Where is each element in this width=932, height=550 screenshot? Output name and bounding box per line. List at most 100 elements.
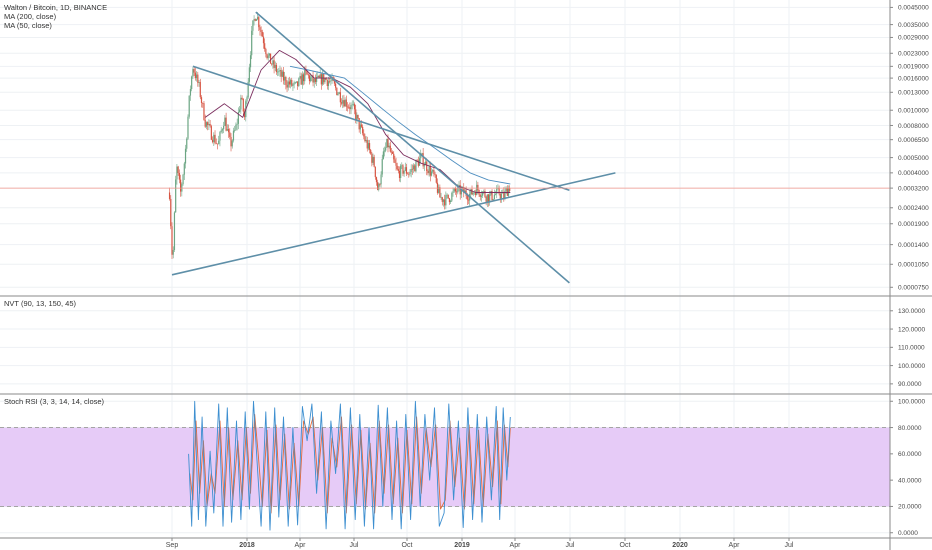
- candle-body: [203, 103, 205, 120]
- candle-body: [367, 143, 370, 149]
- candle-body: [199, 82, 201, 98]
- candle-body: [180, 179, 182, 192]
- candle-body: [220, 130, 222, 133]
- price-axis-labels: 0.0045000 0.0035000 0.0029000 0.0023000 0.00…: [890, 5, 929, 292]
- candle-body: [291, 79, 293, 86]
- candle-body: [363, 133, 365, 137]
- price-tick-label: 0.0035000: [898, 22, 929, 29]
- time-tick-label: 2019: [454, 542, 470, 549]
- candle-body: [183, 163, 185, 175]
- candle-body: [351, 104, 353, 106]
- candle-body: [446, 194, 448, 196]
- nvt-tick-label: 130.0000: [898, 308, 925, 315]
- candle-body: [193, 69, 195, 73]
- moving-averages: [204, 49, 511, 193]
- candle-body: [457, 186, 459, 193]
- candle-body: [352, 104, 355, 105]
- candle-body: [394, 159, 396, 163]
- candle-body: [310, 77, 312, 82]
- candle-body: [224, 117, 226, 126]
- candle-body: [221, 129, 224, 131]
- candle-body: [254, 19, 256, 21]
- rsi-tick-label: 60.0000: [898, 451, 922, 458]
- time-tick-label: 2018: [239, 542, 255, 549]
- nvt-axis-labels: 130.0000 120.0000 110.0000 100.0000 90.0000: [890, 308, 925, 388]
- candle-body: [242, 99, 244, 112]
- candle-body: [401, 165, 403, 166]
- candle-body: [493, 194, 495, 200]
- candle-body: [267, 55, 269, 59]
- candle-body: [271, 63, 273, 65]
- trendlines: [171, 11, 616, 284]
- candle-body: [424, 161, 427, 166]
- candle-body: [234, 129, 236, 131]
- candle-body: [414, 165, 416, 172]
- candle-body: [496, 188, 498, 195]
- candle-body: [441, 197, 443, 202]
- candle-body: [329, 81, 331, 82]
- candle-body: [336, 87, 338, 95]
- candle-body: [297, 81, 299, 87]
- price-pane: Walton / Bitcoin, 1D, BINANCE MA (200, c…: [0, 3, 929, 292]
- candle-body: [317, 75, 319, 77]
- candle-body: [337, 93, 339, 95]
- candle-body: [458, 185, 460, 187]
- candle-body: [301, 74, 303, 85]
- candle-body: [385, 147, 387, 151]
- ma50-legend: MA (50, close): [4, 21, 52, 30]
- candle-body: [509, 187, 511, 192]
- candle-body: [288, 81, 290, 85]
- candle-body: [378, 184, 380, 190]
- price-tick-label: 0.0006500: [898, 137, 929, 144]
- candle-body: [494, 194, 497, 195]
- candle-body: [262, 36, 265, 44]
- candle-body: [445, 195, 447, 206]
- candle-body: [231, 140, 233, 147]
- candle-body: [194, 72, 196, 79]
- candle-body: [192, 69, 194, 77]
- price-tick-label: 0.0001050: [898, 262, 929, 269]
- candle-body: [454, 188, 457, 192]
- candle-body: [211, 139, 214, 143]
- price-tick-label: 0.0003200: [898, 185, 929, 192]
- candle-body: [342, 100, 344, 104]
- rsi-tick-label: 100.0000: [898, 399, 925, 406]
- candle-body: [320, 74, 322, 85]
- candle-body: [463, 187, 465, 194]
- candle-body: [278, 71, 280, 72]
- candle-body: [428, 166, 430, 174]
- rsi-tick-label: 40.0000: [898, 477, 922, 484]
- candle-body: [406, 173, 409, 175]
- price-tick-label: 0.0019000: [898, 64, 929, 71]
- candle-body: [439, 187, 441, 198]
- nvt-tick-label: 110.0000: [898, 345, 925, 352]
- candle-body: [398, 170, 401, 178]
- candle-body: [292, 84, 294, 86]
- candle-body: [232, 130, 235, 141]
- candle-body: [247, 81, 249, 98]
- candle-body: [506, 188, 508, 196]
- candle-body: [400, 165, 402, 178]
- candle-body: [260, 29, 262, 32]
- candle-body: [258, 17, 260, 28]
- candle-body: [225, 117, 227, 131]
- price-tick-label: 0.0013000: [898, 90, 929, 97]
- candle-body: [186, 138, 188, 149]
- candle-body: [204, 119, 206, 127]
- candle-body: [170, 198, 172, 227]
- candle-body: [266, 54, 268, 59]
- candle-body: [388, 145, 390, 148]
- candle-body: [432, 170, 434, 172]
- candle-body: [207, 122, 209, 126]
- candle-body: [444, 199, 446, 206]
- candle-body: [189, 89, 192, 96]
- candle-body: [434, 173, 436, 175]
- candle-body: [353, 104, 356, 110]
- candle-body: [345, 99, 347, 107]
- trendline: [192, 65, 570, 192]
- candle-body: [362, 126, 364, 134]
- candle-body: [215, 143, 217, 144]
- trendline: [171, 172, 616, 276]
- candle-body: [272, 60, 274, 65]
